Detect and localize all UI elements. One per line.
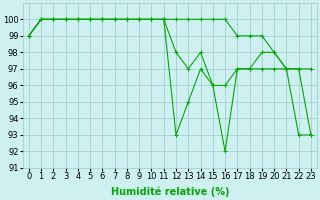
X-axis label: Humidité relative (%): Humidité relative (%) bbox=[111, 187, 229, 197]
